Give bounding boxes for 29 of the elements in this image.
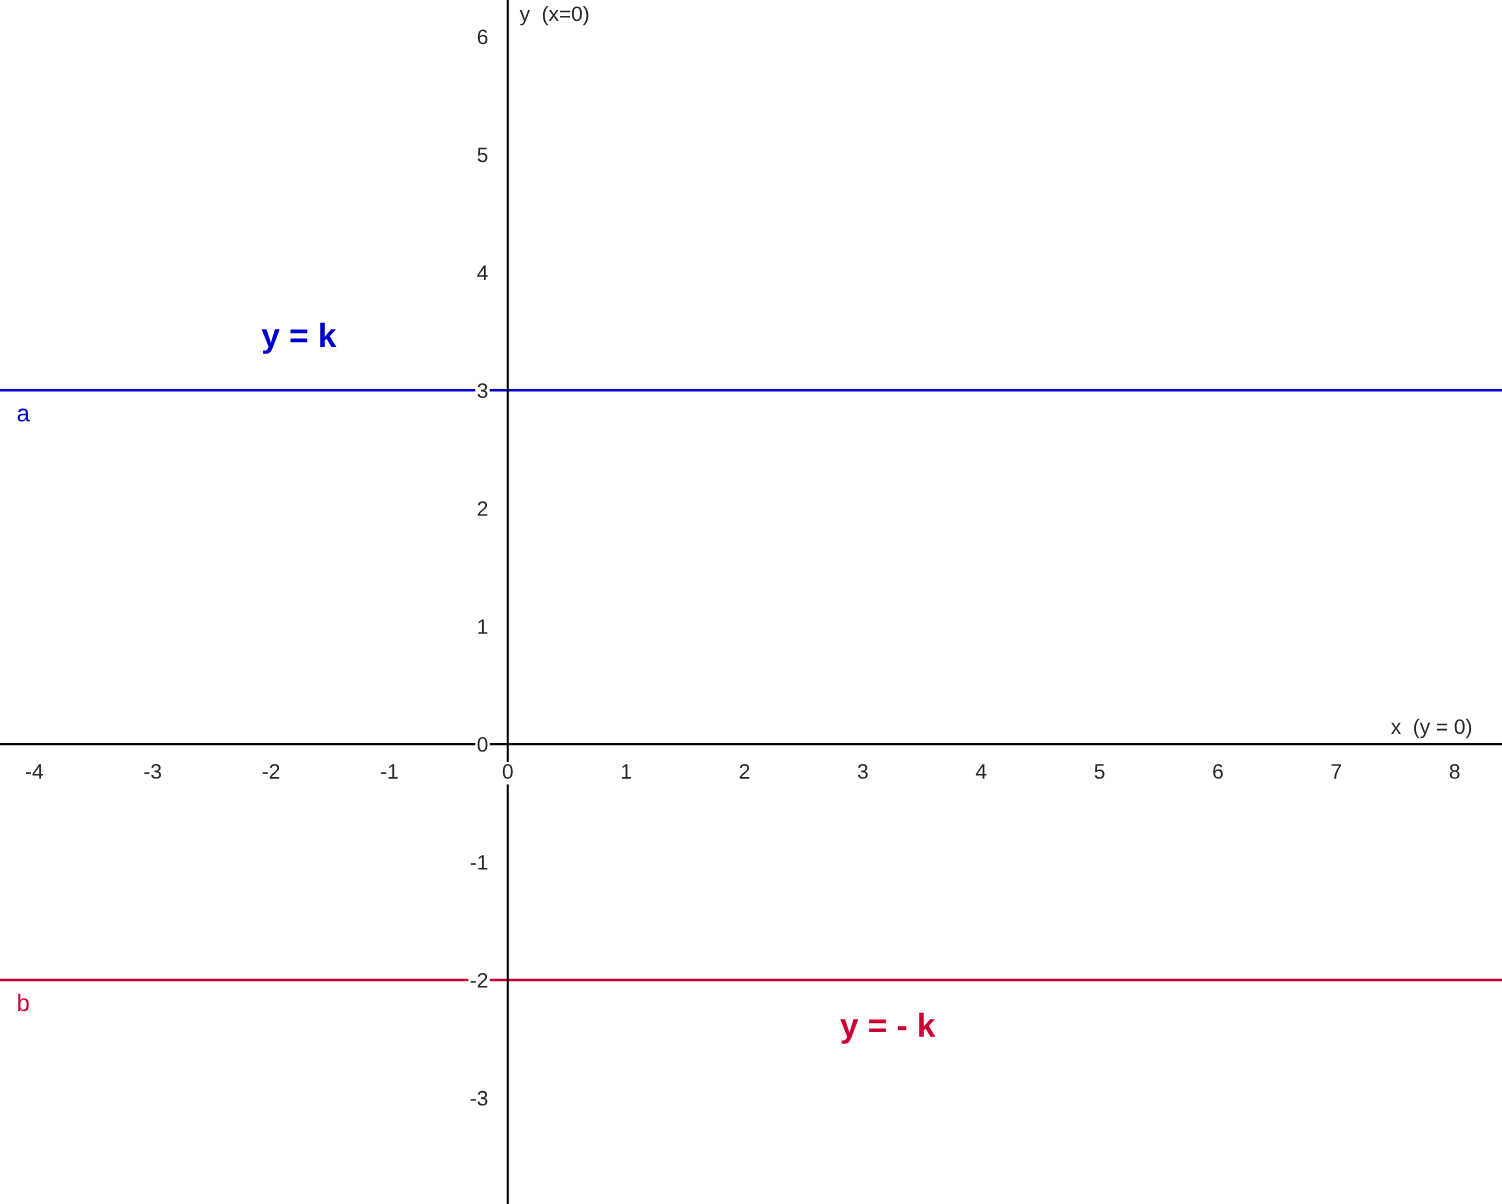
y-tick-label: 4	[477, 265, 488, 280]
y-tick-label: 0	[477, 737, 488, 752]
x-tick-label: 0	[502, 764, 513, 779]
x-tick-label: 5	[1094, 764, 1105, 779]
ref-line-label: b	[18, 993, 29, 1012]
x-tick-label: -2	[262, 764, 280, 779]
x-tick-label: 3	[857, 764, 868, 779]
x-tick-label: -3	[144, 764, 162, 779]
x-axis-title: x (y = 0)	[1391, 718, 1472, 739]
x-tick-label: 6	[1213, 764, 1223, 779]
y-tick-label: -3	[470, 1090, 488, 1106]
x-tick-label: 2	[739, 764, 750, 779]
y-axis-title: y (x=0)	[519, 5, 589, 26]
y-tick-label: -2	[470, 972, 488, 988]
annotation: y = - k	[840, 1012, 936, 1044]
x-tick-label: 8	[1449, 764, 1460, 779]
ref-line-label: a	[17, 408, 30, 422]
y-tick-label: 5	[477, 147, 488, 163]
x-tick-label: 7	[1331, 764, 1342, 779]
y-tick-label: 1	[478, 619, 488, 634]
x-tick-label: -4	[25, 764, 43, 779]
x-tick-label: 4	[975, 764, 987, 779]
y-tick-label: 2	[477, 501, 488, 516]
x-tick-label: 1	[621, 764, 631, 779]
y-tick-label: 3	[477, 383, 488, 399]
y-tick-label: -1	[470, 855, 488, 870]
x-tick-label: -1	[381, 764, 398, 779]
annotation: y = k	[261, 322, 337, 354]
y-tick-label: 6	[477, 29, 488, 45]
